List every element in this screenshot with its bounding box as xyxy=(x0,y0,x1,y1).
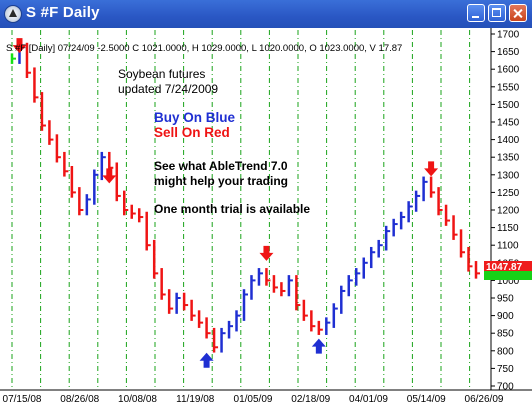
sell-arrow-icon xyxy=(259,245,274,261)
sell-arrow-icon xyxy=(12,38,27,54)
chart-background xyxy=(0,28,532,408)
x-tick-label: 11/19/08 xyxy=(176,394,215,405)
app-icon[interactable] xyxy=(4,5,22,23)
y-tick-label: 1200 xyxy=(497,206,520,217)
last-price-tag: 1047.87 xyxy=(484,261,532,280)
x-tick-label: 02/18/09 xyxy=(291,394,330,405)
y-tick-label: 1600 xyxy=(497,65,520,76)
y-axis-ticks: 1700 1650 1600 1550 1500 1450 1400 1350 1300 1250… xyxy=(491,30,520,393)
y-tick-label: 1300 xyxy=(497,170,520,181)
y-tick-label: 1000 xyxy=(497,276,520,287)
y-tick-label: 900 xyxy=(497,311,514,322)
y-tick-label: 1450 xyxy=(497,118,520,129)
x-tick-label: 07/15/08 xyxy=(3,394,42,405)
price-bars xyxy=(10,42,480,353)
y-tick-label: 800 xyxy=(497,346,514,357)
sell-arrow-icon xyxy=(102,168,117,184)
chart-header: S #F [Daily] 07/24/09 -2.5000 C 1021.000… xyxy=(6,43,402,54)
annotation-line1: Soybean futures xyxy=(118,67,205,81)
y-tick-label: 750 xyxy=(497,364,514,375)
x-tick-label: 08/26/08 xyxy=(60,394,99,405)
maximize-icon[interactable] xyxy=(488,4,506,22)
x-tick-label: 10/08/08 xyxy=(118,394,157,405)
annotation-promo2: might help your trading xyxy=(154,174,288,188)
buy-arrow-icon xyxy=(199,352,214,368)
y-tick-label: 700 xyxy=(497,382,514,393)
title-bar[interactable]: S #F Daily xyxy=(0,0,532,28)
x-tick-label: 05/14/09 xyxy=(407,394,446,405)
x-axis-ticks: 07/15/08 08/26/08 10/08/08 11/19/08 01/05/09… xyxy=(3,394,504,405)
x-tick-label: 06/26/09 xyxy=(465,394,504,405)
buy-arrow-icon xyxy=(311,338,326,354)
close-icon[interactable] xyxy=(509,4,527,22)
y-tick-label: 850 xyxy=(497,329,514,340)
window-title: S #F Daily xyxy=(26,4,100,21)
y-tick-label: 1400 xyxy=(497,135,520,146)
y-tick-label: 1700 xyxy=(497,30,520,41)
signal-arrows xyxy=(12,38,439,368)
annotation-buy: Buy On Blue xyxy=(154,110,235,125)
last-price-tag-green xyxy=(484,271,532,280)
x-tick-label: 04/01/09 xyxy=(349,394,388,405)
y-tick-label: 1250 xyxy=(497,188,520,199)
annotation-promo3: One month trial is available xyxy=(154,202,310,216)
y-tick-label: 1150 xyxy=(497,223,519,234)
annotation-line2: updated 7/24/2009 xyxy=(118,82,218,96)
annotation-sell: Sell On Red xyxy=(154,125,230,140)
x-tick-label: 01/05/09 xyxy=(234,394,273,405)
annotation-promo1: See what AbleTrend 7.0 xyxy=(154,159,288,173)
y-tick-label: 1350 xyxy=(497,153,520,164)
sell-arrow-icon xyxy=(424,161,439,177)
y-tick-label: 950 xyxy=(497,294,514,305)
y-tick-label: 1650 xyxy=(497,47,520,58)
last-price-tag-red xyxy=(484,261,532,271)
y-tick-label: 1550 xyxy=(497,82,520,93)
minimize-icon[interactable] xyxy=(467,4,485,22)
y-tick-label: 1500 xyxy=(497,100,520,111)
price-chart[interactable]: 1700 1650 1600 1550 1500 1450 1400 1350 1300 1250… xyxy=(0,28,532,408)
y-tick-label: 1100 xyxy=(497,241,519,252)
last-price-label: 1047.87 xyxy=(486,262,523,273)
